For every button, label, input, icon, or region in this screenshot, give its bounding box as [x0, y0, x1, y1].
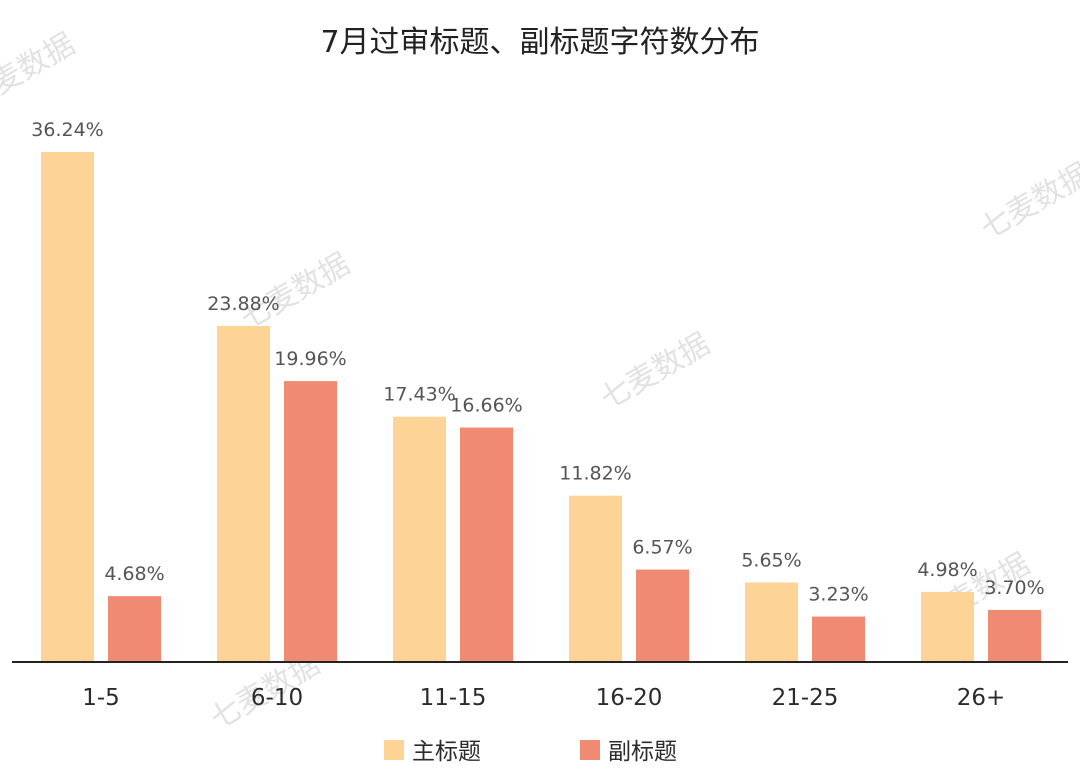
watermark-logo: 七麦数据 [975, 157, 1080, 247]
chart-title: 7月过审标题、副标题字符数分布 [320, 25, 759, 60]
bar-main-21-25 [745, 582, 798, 662]
data-label: 3.23% [808, 584, 868, 606]
bar-sub-6-10 [284, 381, 337, 662]
x-tick-label: 11-15 [420, 685, 487, 711]
x-tick-label: 26+ [957, 685, 1006, 711]
bar-main-6-10 [217, 325, 270, 662]
bar-sub-11-15 [460, 427, 513, 662]
x-tick-label: 6-10 [251, 685, 303, 711]
data-label: 11.82% [559, 463, 631, 485]
bar-sub-21-25 [812, 616, 865, 662]
legend-swatch-main [384, 740, 404, 760]
data-label: 4.98% [917, 559, 977, 581]
bar-main-26+ [921, 591, 974, 662]
legend-swatch-sub [580, 740, 600, 760]
x-tick-label: 1-5 [82, 685, 120, 711]
bar-main-1-5 [41, 152, 94, 662]
data-label: 5.65% [741, 549, 801, 571]
data-label: 4.68% [104, 563, 164, 585]
data-label: 6.57% [632, 537, 692, 559]
data-label: 23.88% [207, 293, 279, 315]
data-label: 3.70% [984, 577, 1044, 599]
watermark-logo: 七麦数据 [595, 327, 716, 417]
bar-sub-16-20 [636, 569, 689, 662]
bar-main-16-20 [569, 495, 622, 662]
data-label: 36.24% [31, 119, 103, 141]
data-label: 16.66% [450, 395, 522, 417]
x-tick-label: 16-20 [596, 685, 663, 711]
bar-sub-1-5 [108, 596, 161, 662]
x-tick-label: 21-25 [772, 685, 839, 711]
legend-label: 主标题 [412, 739, 481, 765]
watermark-logo: 七麦数据 [0, 27, 81, 117]
legend-label: 副标题 [608, 739, 677, 765]
bar-sub-26+ [988, 609, 1041, 662]
data-label: 19.96% [274, 348, 346, 370]
watermark-logo: 七麦数据 [235, 247, 356, 337]
legend: 主标题 副标题 [384, 739, 677, 765]
bar-main-11-15 [393, 416, 446, 662]
data-label: 17.43% [383, 384, 455, 406]
